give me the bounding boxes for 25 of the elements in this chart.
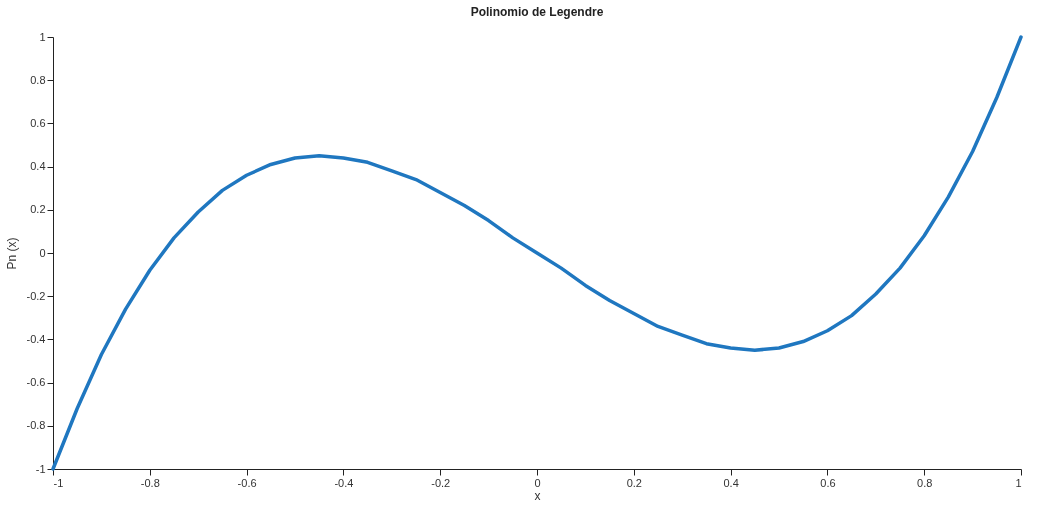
- x-tick-label: 0: [534, 476, 541, 489]
- y-tick-label: 1: [39, 30, 46, 43]
- x-tick-label: -0.8: [140, 476, 160, 489]
- y-tick-label: 0.6: [30, 116, 46, 129]
- x-tick-label: -0.4: [334, 476, 354, 489]
- y-axis-title: Pn (x): [4, 237, 19, 270]
- x-tick-label: -0.6: [237, 476, 257, 489]
- y-tick-label: 0.4: [30, 160, 46, 173]
- x-tick-label: -0.2: [431, 476, 451, 489]
- x-tick-label: 1: [1015, 476, 1022, 489]
- y-tick-label: 0.8: [30, 73, 46, 86]
- x-tick-label: 0.6: [820, 476, 836, 489]
- x-axis-title: x: [534, 488, 541, 503]
- y-tick-label: -0.2: [26, 289, 46, 302]
- y-tick-label: -0.4: [26, 332, 46, 345]
- y-tick-label: -0.8: [26, 419, 46, 432]
- x-tick-label: -1: [53, 476, 64, 489]
- x-tick-label: 0.2: [626, 476, 642, 489]
- x-tick-label: 0.8: [917, 476, 933, 489]
- y-tick-label: -0.6: [26, 376, 46, 389]
- y-tick-label: 0: [39, 246, 46, 259]
- chart-title: Polinomio de Legendre: [470, 5, 604, 19]
- y-tick-label: -1: [35, 462, 46, 475]
- y-tick-label: 0.2: [30, 203, 46, 216]
- x-tick-label: 0.4: [723, 476, 739, 489]
